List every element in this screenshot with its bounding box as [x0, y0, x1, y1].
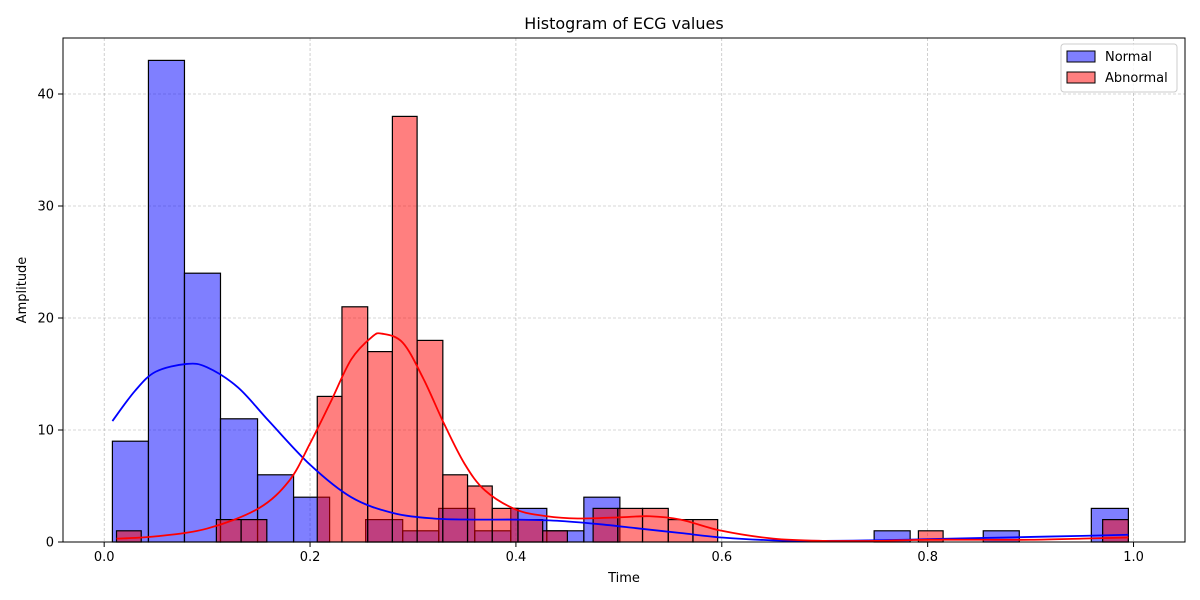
abnormal-bar: [316, 395, 343, 543]
y-tick-label: 20: [37, 312, 54, 327]
abnormal-bar: [517, 518, 544, 543]
x-axis-label: Time: [607, 571, 640, 586]
abnormal-bar: [641, 507, 669, 543]
y-axis-label: Amplitude: [15, 257, 30, 324]
x-tick-label: 1.0: [1123, 550, 1144, 565]
x-axis-ticks: 0.0 0.2 0.4 0.6 0.8 1.0: [94, 542, 1144, 565]
y-tick-label: 0: [46, 536, 54, 551]
abnormal-bar: [667, 518, 694, 543]
abnormal-bar: [491, 507, 519, 543]
plot-frame: [62, 37, 1186, 543]
abnormal-bar: [542, 530, 568, 543]
x-tick-label: 0.6: [711, 550, 732, 565]
kde-curves: [111, 332, 1129, 542]
abnormal-bar: [442, 474, 469, 543]
abnormal-bar: [692, 518, 719, 543]
legend-swatch: [1066, 50, 1096, 63]
abnormal-bar: [240, 518, 268, 543]
abnormal-bar: [416, 339, 444, 543]
x-tick-label: 0.0: [94, 550, 115, 565]
x-tick-label: 0.2: [300, 550, 321, 565]
abnormal-bar: [215, 518, 242, 543]
legend-swatch: [1066, 71, 1096, 84]
y-tick-label: 40: [37, 88, 54, 103]
abnormal-kde-line: [116, 332, 1129, 542]
normal-bar: [183, 272, 222, 543]
abnormal-bar: [391, 115, 418, 543]
legend-entry: Abnormal: [1105, 71, 1168, 86]
y-tick-label: 10: [37, 424, 54, 439]
x-tick-label: 0.8: [917, 550, 938, 565]
normal-bar: [147, 59, 186, 543]
abnormal-bar: [617, 507, 644, 543]
abnormal-bar: [466, 485, 493, 543]
legend-entry: Normal: [1105, 50, 1152, 65]
x-tick-label: 0.4: [506, 550, 527, 565]
abnormal-bar: [341, 306, 369, 543]
normal-bar: [111, 440, 150, 543]
y-axis-ticks: 0 10 20 30 40: [37, 88, 63, 551]
chart-title: Histogram of ECG values: [524, 14, 723, 33]
abnormal-bar: [367, 351, 393, 543]
y-tick-label: 30: [37, 200, 54, 215]
bars: [111, 59, 1129, 543]
legend: Normal Abnormal: [1060, 43, 1178, 93]
abnormal-bar: [115, 530, 142, 543]
